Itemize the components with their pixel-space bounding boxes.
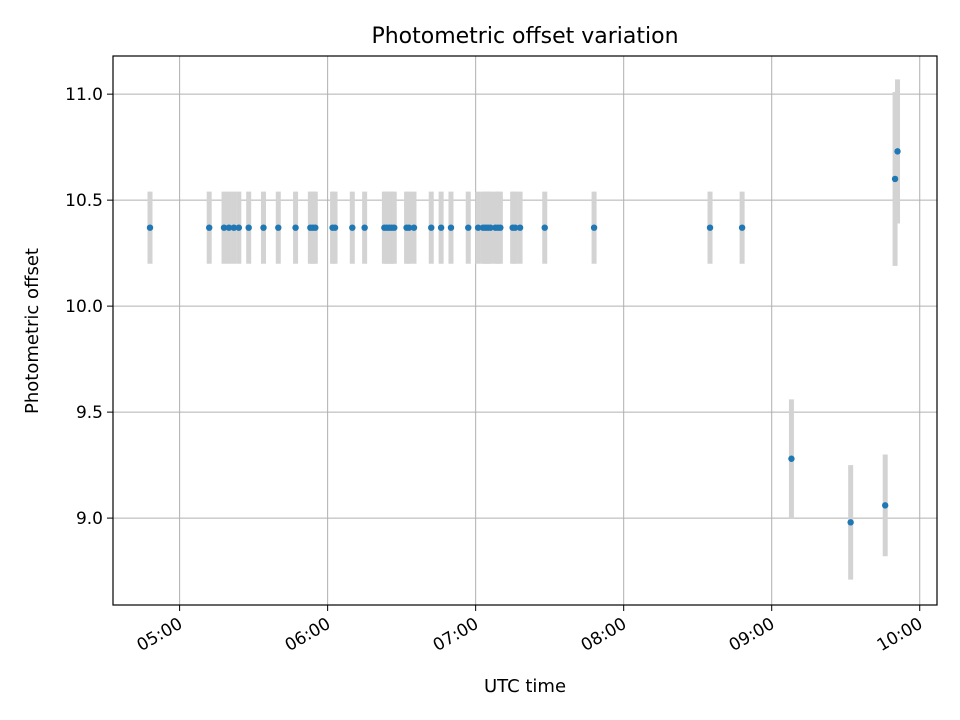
y-axis-label: Photometric offset bbox=[22, 248, 43, 414]
data-point bbox=[437, 224, 445, 231]
data-point bbox=[349, 224, 356, 231]
data-point bbox=[405, 224, 413, 231]
data-point bbox=[230, 224, 238, 231]
data-point bbox=[474, 224, 482, 231]
y-axis-ticks: 9.0 9.5 10.0 10.5 11.0 bbox=[65, 85, 113, 529]
data-point bbox=[894, 148, 901, 155]
data-point bbox=[590, 224, 598, 231]
data-point bbox=[312, 224, 319, 231]
data-point bbox=[225, 224, 233, 231]
y-tick-label: 10.5 bbox=[65, 191, 103, 211]
grid-lines bbox=[113, 56, 937, 605]
data-point bbox=[497, 224, 504, 231]
y-tick-label: 11.0 bbox=[65, 85, 103, 105]
plot-area-frame bbox=[112, 55, 938, 606]
data-point bbox=[275, 224, 282, 231]
data-point bbox=[788, 455, 795, 462]
data-point bbox=[235, 224, 243, 231]
x-axis-label: UTC time bbox=[484, 676, 566, 697]
chart-title: Photometric offset variation bbox=[371, 24, 678, 49]
data-point bbox=[391, 224, 398, 231]
y-tick-label: 9.0 bbox=[76, 509, 103, 529]
data-point bbox=[847, 519, 854, 526]
data-point bbox=[361, 224, 368, 231]
data-point bbox=[511, 224, 519, 231]
data-point bbox=[447, 224, 455, 231]
data-point bbox=[706, 224, 714, 231]
data-point bbox=[881, 502, 889, 509]
data-point bbox=[331, 224, 339, 231]
data-point bbox=[465, 224, 472, 231]
y-tick-label: 10.0 bbox=[65, 297, 103, 317]
data-point bbox=[220, 224, 228, 231]
data-point bbox=[292, 224, 299, 231]
data-point bbox=[516, 224, 524, 231]
data-point bbox=[260, 224, 267, 231]
y-tick-label: 9.5 bbox=[76, 403, 103, 423]
data-point bbox=[428, 224, 435, 231]
data-point bbox=[891, 175, 899, 183]
data-points bbox=[146, 148, 901, 526]
data-point bbox=[541, 224, 548, 231]
data-point bbox=[206, 224, 213, 231]
data-point bbox=[410, 224, 418, 231]
data-point bbox=[738, 224, 746, 231]
data-point bbox=[146, 224, 154, 231]
data-point bbox=[245, 224, 252, 231]
data-point bbox=[487, 224, 494, 231]
